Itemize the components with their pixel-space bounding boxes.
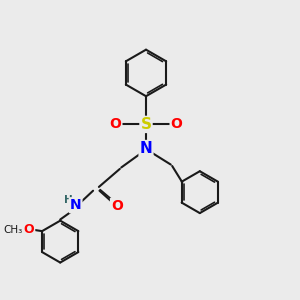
Text: H: H [64,195,72,205]
Text: N: N [70,198,81,212]
Text: O: O [110,117,122,131]
Text: O: O [111,199,123,213]
Text: S: S [140,117,152,132]
Text: CH₃: CH₃ [3,225,22,235]
Text: O: O [24,223,34,236]
Text: O: O [171,117,182,131]
Text: N: N [140,141,152,156]
